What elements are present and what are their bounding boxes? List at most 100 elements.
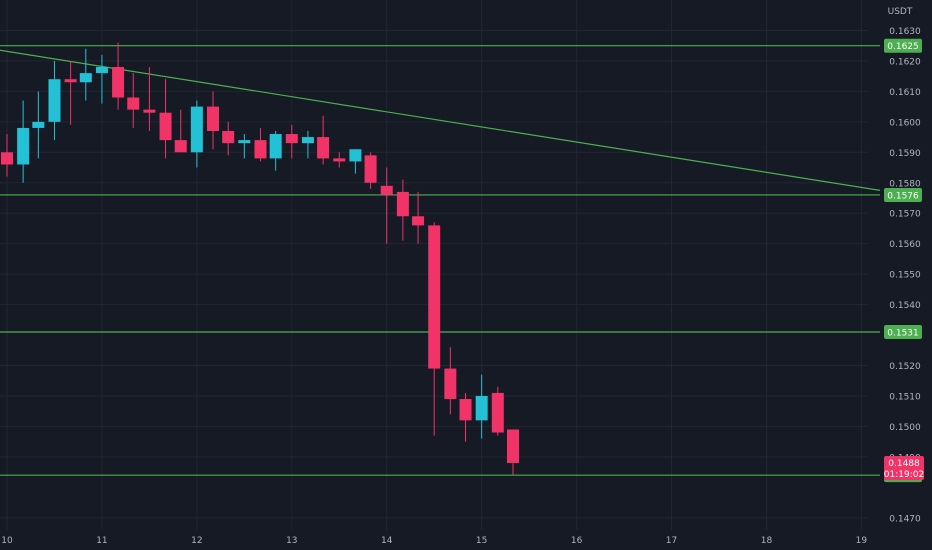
candle-body <box>333 158 346 162</box>
y-tick-label: 0.1570 <box>889 210 921 220</box>
candle[interactable] <box>285 124 298 159</box>
candle[interactable] <box>333 152 346 168</box>
candle[interactable] <box>174 109 187 153</box>
x-tick-label: 18 <box>761 536 773 546</box>
price-axis[interactable]: 0.1630 0.1620 0.1610 0.1600 0.1590 0.1580 0.15… <box>884 27 924 524</box>
candle-body <box>127 97 140 110</box>
candle[interactable] <box>396 179 409 241</box>
candle-body <box>396 191 409 217</box>
candle-body <box>491 392 504 433</box>
candle-body <box>79 73 92 83</box>
candle[interactable] <box>112 42 125 110</box>
y-tick-label: 0.1560 <box>889 240 921 250</box>
candle-body <box>459 399 472 421</box>
current-price-label: 0.1488 <box>888 459 920 469</box>
candle-body <box>159 112 172 141</box>
candles-layer <box>1 42 519 476</box>
candle-body <box>112 67 125 98</box>
candle[interactable] <box>459 392 472 442</box>
candle-body <box>174 140 187 153</box>
candle-body <box>475 395 488 421</box>
candle[interactable] <box>364 152 377 189</box>
candle[interactable] <box>79 48 92 101</box>
level-tag <box>884 38 922 53</box>
candle-body <box>254 140 267 159</box>
level-tag-label: 0.1576 <box>887 191 919 201</box>
candle-body <box>238 140 251 144</box>
candle[interactable] <box>349 149 362 174</box>
candle[interactable] <box>444 347 457 415</box>
y-tick-label: 0.1470 <box>889 514 921 524</box>
x-tick-label: 10 <box>1 536 13 546</box>
candle[interactable] <box>491 386 504 436</box>
candle[interactable] <box>207 91 220 150</box>
candle-body <box>364 155 377 183</box>
currency-label: USDT <box>888 7 913 17</box>
candle[interactable] <box>127 73 140 128</box>
candle[interactable] <box>1 134 13 177</box>
candle[interactable] <box>17 100 30 183</box>
candle[interactable] <box>159 79 172 159</box>
y-tick-label: 0.1540 <box>889 301 921 311</box>
level-tag-label: 0.1625 <box>887 42 919 52</box>
trendline[interactable] <box>0 49 881 191</box>
candle[interactable] <box>380 167 393 244</box>
y-tick-label: 0.1620 <box>889 57 921 67</box>
level-tag-label: 0.1531 <box>887 329 919 339</box>
candle[interactable] <box>238 134 251 159</box>
candle[interactable] <box>222 121 235 156</box>
y-tick-label: 0.1580 <box>889 179 921 189</box>
candle-body <box>317 137 330 159</box>
candle[interactable] <box>143 67 156 131</box>
x-tick-label: 11 <box>96 536 107 546</box>
candle[interactable] <box>32 91 45 159</box>
candle-body <box>380 185 393 195</box>
candle-body <box>95 67 108 74</box>
candle[interactable] <box>190 100 203 168</box>
x-tick-label: 13 <box>286 536 297 546</box>
candle-body <box>207 106 220 131</box>
candle[interactable] <box>506 429 519 476</box>
y-tick-label: 0.1500 <box>889 423 921 433</box>
candle[interactable] <box>95 54 108 104</box>
y-tick-label: 0.1510 <box>889 392 921 402</box>
candle[interactable] <box>64 60 77 125</box>
candle-body <box>190 106 203 153</box>
candle-body <box>64 79 77 83</box>
y-tick-label: 0.1520 <box>889 362 921 372</box>
candle-body <box>349 149 362 162</box>
y-tick-label: 0.1600 <box>889 118 921 128</box>
candle[interactable] <box>269 130 282 171</box>
time-axis[interactable]: 10 11 12 13 14 15 16 17 18 19 <box>1 536 867 546</box>
candle[interactable] <box>48 60 61 141</box>
countdown-label: 01:19:02 <box>884 470 924 480</box>
candle-body <box>428 225 441 369</box>
candle[interactable] <box>254 127 267 162</box>
x-tick-label: 12 <box>191 536 202 546</box>
candle[interactable] <box>428 222 441 436</box>
trendline-layer <box>0 49 881 191</box>
x-tick-label: 19 <box>856 536 868 546</box>
y-tick-label: 0.1610 <box>889 88 921 98</box>
candle[interactable] <box>301 130 314 159</box>
candle-body <box>506 429 519 463</box>
candle-body <box>222 130 235 144</box>
y-tick-label: 0.1590 <box>889 149 921 159</box>
y-tick-label: 0.1630 <box>889 27 921 37</box>
current-price-tag <box>884 455 924 480</box>
candle-body <box>143 109 156 113</box>
y-tick-label: 0.1550 <box>889 271 921 281</box>
candle[interactable] <box>412 191 425 244</box>
x-tick-label: 14 <box>381 536 393 546</box>
candle-body <box>48 79 61 122</box>
level-tag <box>884 187 922 202</box>
candle[interactable] <box>317 115 330 165</box>
candle-body <box>32 121 45 128</box>
x-tick-label: 17 <box>666 536 677 546</box>
level-tag <box>884 325 922 340</box>
candle-body <box>412 216 425 226</box>
candle-body <box>444 368 457 400</box>
candle[interactable] <box>475 374 488 439</box>
